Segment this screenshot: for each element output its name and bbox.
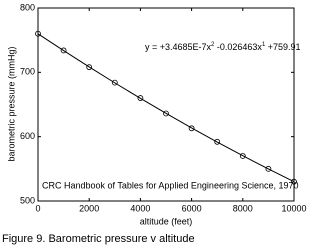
equation-part: y = +3.4685E-7x xyxy=(145,42,212,52)
plot-frame xyxy=(37,7,295,202)
data-point xyxy=(188,125,195,132)
x-tick-label: 8000 xyxy=(233,203,253,213)
x-axis-label: altitude (feet) xyxy=(140,216,193,226)
x-tick-label: 6000 xyxy=(182,203,202,213)
equation-exponent: 2 xyxy=(211,42,215,48)
x-tick-label: 4000 xyxy=(130,203,150,213)
equation: y = +3.4685E-7x2 -0.026463x1 +759.91 xyxy=(145,42,301,53)
equation-part: -0.026463x xyxy=(214,42,262,52)
fit-line xyxy=(37,33,295,183)
chart: altitude (feet) barometric pressure (mmH… xyxy=(2,2,307,245)
x-tick-label: 0 xyxy=(35,203,40,213)
y-axis-label: barometric pressure (mmHg) xyxy=(6,46,16,161)
equation-part: +759.91 xyxy=(265,42,300,52)
data-point xyxy=(265,165,272,172)
data-point xyxy=(86,64,93,71)
data-point xyxy=(35,30,41,37)
x-tick-label: 10000 xyxy=(281,203,306,213)
source-note: CRC Handbook of Tables for Applied Engin… xyxy=(42,180,299,190)
data-point xyxy=(239,153,246,159)
data-point xyxy=(214,138,221,145)
y-tick-label: 600 xyxy=(20,131,35,141)
y-tick-label: 800 xyxy=(20,2,35,12)
data-point xyxy=(163,110,169,117)
data-point xyxy=(137,95,144,101)
caption: Figure 9. Barometric pressure v altitude xyxy=(2,233,195,245)
y-tick-label: 500 xyxy=(20,195,35,205)
data-point xyxy=(111,79,118,86)
data-point xyxy=(291,178,297,185)
data-point xyxy=(60,47,67,54)
equation-exponent: 1 xyxy=(262,42,266,48)
y-tick-label: 700 xyxy=(20,67,35,77)
x-tick-label: 2000 xyxy=(79,203,99,213)
